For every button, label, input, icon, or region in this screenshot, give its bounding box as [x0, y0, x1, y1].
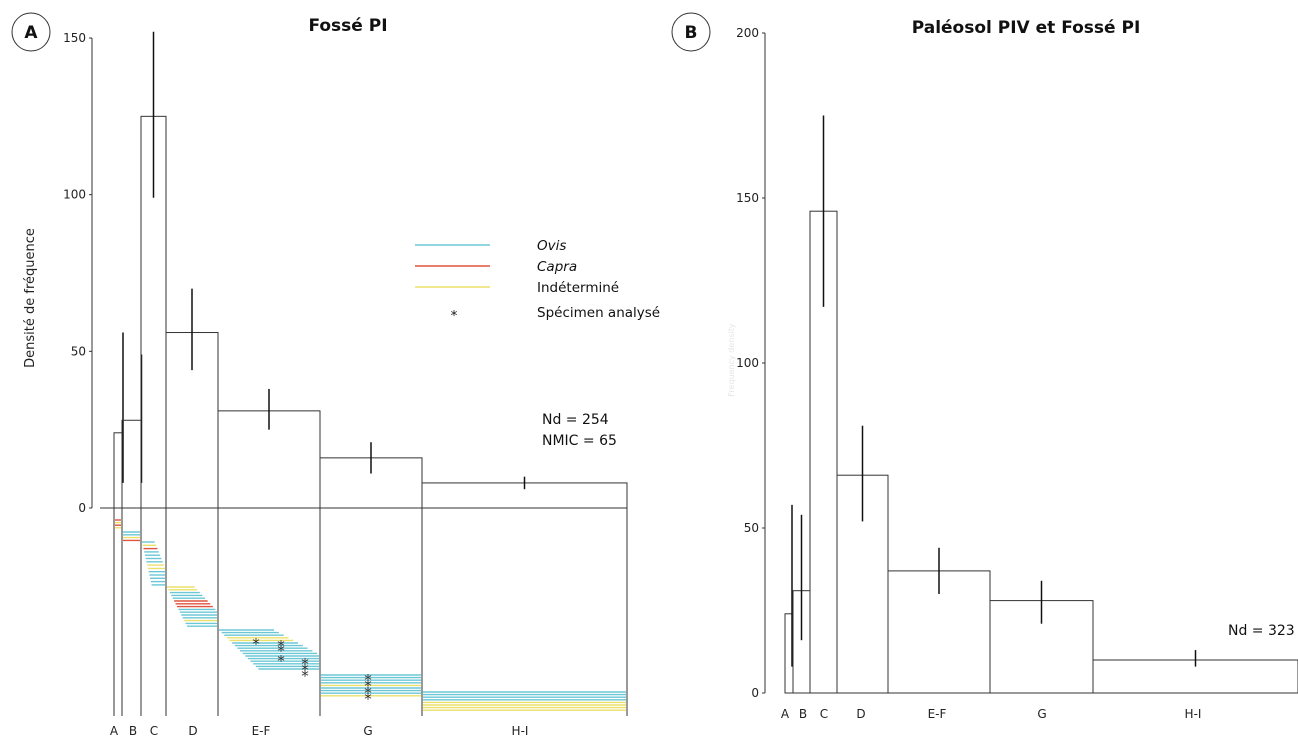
panel-a: A Fossé PI Densité de fréquence 0 50 100 15…: [11, 12, 660, 738]
panel-a-ylabel: Densité de fréquence: [23, 228, 38, 368]
panel-a-x-axis: A B C D E-F G H-I: [110, 724, 529, 738]
panel-b: B Paléosol PIV et Fossé PI Frequency den…: [671, 12, 1298, 721]
panel-a-category-label-a: A: [110, 724, 119, 738]
panel-b-y-tick-label-50: 50: [744, 521, 759, 535]
panel-b-category-label-g: G: [1037, 707, 1046, 721]
panel-a-category-label-h-i: H-I: [512, 724, 529, 738]
panel-a-category-label-b: B: [129, 724, 137, 738]
panel-a-category-label-g: G: [363, 724, 372, 738]
panel-b-category-label-c: C: [820, 707, 828, 721]
panel-a-analysed-marker-e-f-3: *: [301, 655, 309, 673]
panel-a-annotation-nmic: NMIC = 65: [542, 433, 617, 449]
panel-b-y-tick-label-150: 150: [736, 191, 759, 205]
panel-b-category-label-e-f: E-F: [928, 707, 947, 721]
panel-b-y-tick-label-100: 100: [736, 356, 759, 370]
panel-b-y-tick-label-200: 200: [736, 26, 759, 40]
panel-b-faint-ylabel: Frequency density: [727, 323, 736, 396]
panel-a-bar-a: [113, 432, 123, 509]
panel-a-title: Fossé PI: [308, 16, 387, 36]
panel-b-y-axis: 0 50 100 150 200: [736, 26, 766, 700]
panel-a-category-label-d: D: [188, 724, 197, 738]
panel-a-analysed-marker-e-f-6: *: [277, 637, 285, 655]
panel-a-analysed-marker-g-7: *: [364, 671, 372, 689]
panel-a-category-label-c: C: [150, 724, 158, 738]
panel-a-specimen-lines: * ** ********: [115, 519, 626, 711]
panel-a-y-tick-label-150: 150: [63, 31, 86, 45]
panel-a-legend: Ovis Capra Indéterminé * Spécimen analys…: [415, 238, 660, 324]
panel-a-bar-b: [121, 419, 142, 509]
panel-b-category-label-a: A: [781, 707, 790, 721]
panel-b-letter: B: [685, 23, 698, 43]
panel-b-badge: [671, 12, 711, 52]
panel-a-analysed-marker-g-8: *: [364, 677, 372, 695]
panel-a-letter: A: [24, 23, 38, 43]
panel-a-analysed-marker-e-f-2: *: [277, 652, 285, 670]
panel-a-annotation-nd: Nd = 254: [542, 412, 609, 428]
panel-a-bars: [100, 31, 628, 716]
panel-a-analysed-marker-e-f-1: *: [277, 642, 285, 660]
panel-b-category-label-b: B: [799, 707, 807, 721]
panel-a-y-tick-label-0: 0: [78, 501, 86, 515]
panel-b-bars: [784, 115, 1298, 694]
panel-b-x-axis: A B C D E-F G H-I: [781, 707, 1202, 721]
panel-b-y-tick-label-0: 0: [751, 686, 759, 700]
panel-b-category-label-d: D: [856, 707, 865, 721]
legend-label-specimen: Spécimen analysé: [537, 305, 660, 321]
panel-a-y-tick-label-100: 100: [63, 188, 86, 202]
panel-a-badge: [11, 12, 51, 52]
panel-a-analysed-marker-e-f-5: *: [301, 667, 309, 685]
panel-b-title: Paléosol PIV et Fossé PI: [912, 18, 1141, 38]
panel-a-analysed-marker-g-10: *: [364, 690, 372, 708]
panel-b-category-label-h-i: H-I: [1185, 707, 1202, 721]
panel-a-category-label-e-f: E-F: [252, 724, 271, 738]
legend-label-capra: Capra: [537, 259, 577, 275]
panel-a-y-tick-label-50: 50: [71, 344, 86, 358]
legend-label-ovis: Ovis: [537, 238, 566, 254]
panel-a-analysed-marker-g-9: *: [364, 684, 372, 702]
panel-a-analysed-marker-e-f-0: *: [252, 635, 260, 653]
panel-b-annotation-nd: Nd = 323: [1228, 623, 1295, 639]
panel-a-analysed-marker-e-f-4: *: [301, 661, 309, 679]
panel-a-y-axis: 0 50 100 150: [63, 31, 93, 515]
legend-marker-asterisk: *: [451, 308, 458, 324]
legend-label-indet: Indéterminé: [537, 280, 619, 296]
